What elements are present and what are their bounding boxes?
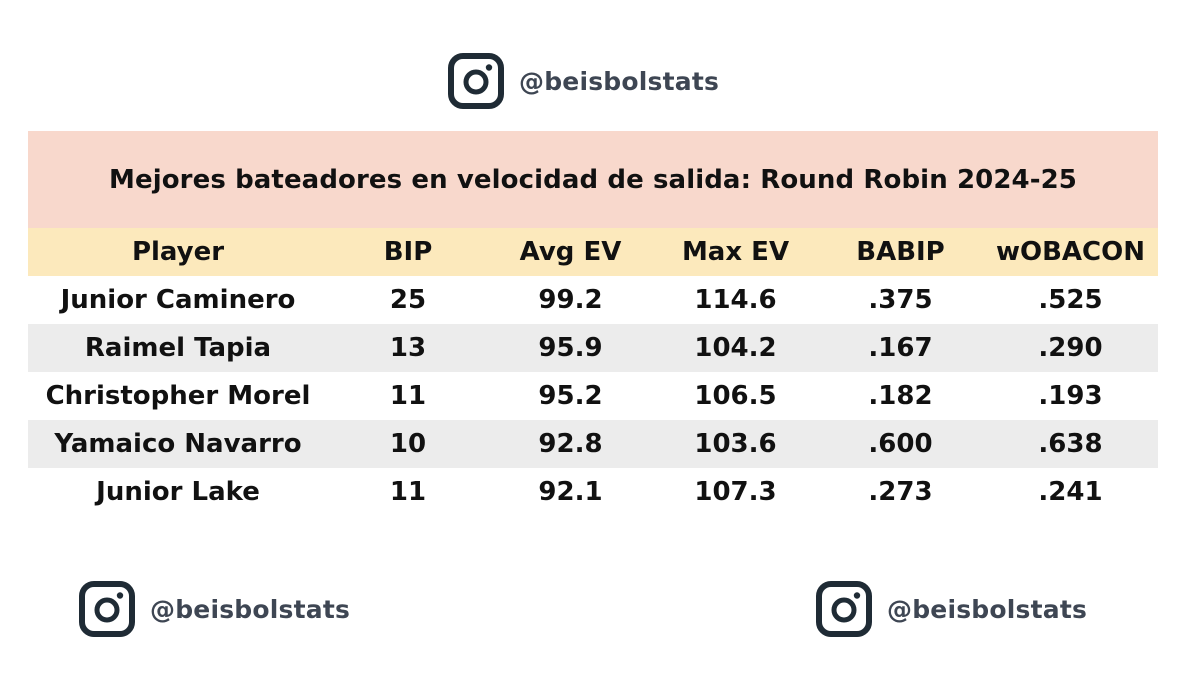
table-title: Mejores bateadores en velocidad de salid… — [109, 164, 1077, 195]
babip-value: .273 — [868, 477, 933, 507]
avg-ev-value: 92.1 — [538, 477, 603, 507]
bip-value: 11 — [389, 381, 427, 411]
avg-ev-value: 95.2 — [538, 381, 603, 411]
babip-value: .167 — [868, 333, 933, 363]
table-body: Junior Caminero 25 99.2 114.6 .375 .525 … — [28, 276, 1158, 516]
max-ev-value: 107.3 — [694, 477, 777, 507]
table-row: Yamaico Navarro 10 92.8 103.6 .600 .638 — [28, 420, 1158, 468]
max-ev-value: 103.6 — [694, 429, 777, 459]
table-header: Player BIP Avg EV Max EV BABIP wOBACON — [28, 228, 1158, 276]
title-bar: Mejores bateadores en velocidad de salid… — [28, 131, 1158, 228]
header-avg-ev: Avg EV — [519, 237, 622, 267]
instagram-icon — [79, 581, 135, 637]
wobacon-value: .290 — [1038, 333, 1103, 363]
player-name: Raimel Tapia — [84, 333, 272, 363]
table-row: Christopher Morel 11 95.2 106.5 .182 .19… — [28, 372, 1158, 420]
header-max-ev: Max EV — [681, 237, 790, 267]
avg-ev-value: 99.2 — [538, 285, 603, 315]
bip-value: 10 — [389, 429, 427, 459]
brand-top: @beisbolstats — [447, 50, 719, 112]
babip-value: .375 — [868, 285, 933, 315]
bip-value: 25 — [389, 285, 427, 315]
header-player: Player — [131, 237, 225, 267]
babip-value: .182 — [868, 381, 933, 411]
wobacon-value: .525 — [1038, 285, 1103, 315]
avg-ev-value: 95.9 — [538, 333, 603, 363]
instagram-icon — [448, 53, 504, 109]
brand-bottom-left: @beisbolstats — [78, 578, 350, 640]
player-name: Junior Caminero — [60, 285, 296, 315]
stats-table-container: Mejores bateadores en velocidad de salid… — [28, 131, 1158, 516]
wobacon-value: .241 — [1038, 477, 1103, 507]
bip-value: 11 — [389, 477, 427, 507]
max-ev-value: 106.5 — [694, 381, 777, 411]
brand-bottom-right: @beisbolstats — [815, 578, 1087, 640]
table-row: Junior Lake 11 92.1 107.3 .273 .241 — [28, 468, 1158, 516]
max-ev-value: 114.6 — [694, 285, 777, 315]
instagram-icon — [816, 581, 872, 637]
header-row: Player BIP Avg EV Max EV BABIP wOBACON — [28, 228, 1158, 276]
player-name: Christopher Morel — [45, 381, 311, 411]
bip-value: 13 — [389, 333, 427, 363]
wobacon-value: .193 — [1038, 381, 1103, 411]
avg-ev-value: 92.8 — [538, 429, 603, 459]
brand-handle-top: @beisbolstats — [519, 66, 720, 96]
player-name: Junior Lake — [96, 477, 260, 507]
brand-handle-bottom-left: @beisbolstats — [150, 594, 351, 624]
stats-table: Player BIP Avg EV Max EV BABIP wOBACON J… — [28, 228, 1158, 516]
max-ev-value: 104.2 — [694, 333, 777, 363]
header-babip: BABIP — [856, 237, 945, 267]
wobacon-value: .638 — [1038, 429, 1103, 459]
babip-value: .600 — [868, 429, 933, 459]
header-bip: BIP — [383, 237, 433, 267]
table-row: Raimel Tapia 13 95.9 104.2 .167 .290 — [28, 324, 1158, 372]
player-name: Yamaico Navarro — [54, 429, 302, 459]
header-wobacon: wOBACON — [995, 237, 1145, 267]
table-row: Junior Caminero 25 99.2 114.6 .375 .525 — [28, 276, 1158, 324]
brand-handle-bottom-right: @beisbolstats — [887, 594, 1088, 624]
